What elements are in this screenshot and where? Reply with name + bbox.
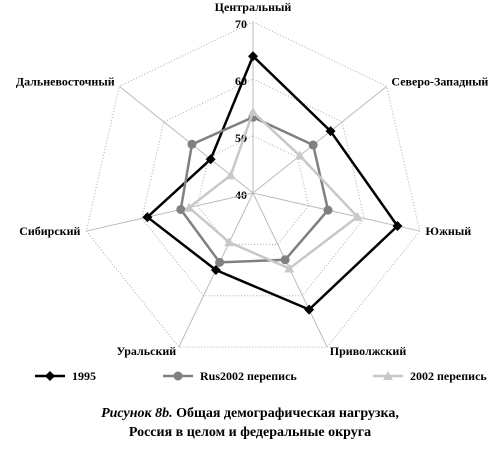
category-label: Сибирский [19, 224, 80, 238]
legend-label: 2002 перепись [410, 369, 487, 383]
category-label: Приволжский [330, 344, 407, 358]
grid-ring [196, 135, 310, 245]
data-point [304, 304, 315, 315]
data-point [224, 237, 235, 247]
series-line [187, 109, 360, 270]
data-point [142, 212, 153, 223]
series-line [145, 54, 400, 312]
category-label: Центральный [215, 0, 292, 14]
data-point [210, 265, 221, 276]
data-point [248, 107, 258, 117]
caption-text: Россия в целом и федеральные округа [129, 425, 371, 440]
legend-label: 1995 [72, 369, 96, 383]
data-point [323, 205, 333, 215]
series-line [179, 115, 330, 264]
category-label: Северо-Западный [391, 74, 488, 88]
data-point [205, 154, 216, 165]
data-point [352, 211, 363, 221]
data-point [215, 257, 225, 267]
spoke [252, 192, 420, 232]
data-point [187, 139, 197, 149]
r-tick-label: 40 [235, 188, 247, 202]
data-point [176, 204, 186, 214]
data-point [280, 255, 290, 265]
spoke [252, 85, 388, 194]
legend-marker [173, 371, 183, 381]
data-point [248, 51, 258, 62]
r-tick-label: 70 [235, 17, 247, 31]
caption-line: Рисунок 8b. Общая демографическая нагруз… [101, 406, 399, 421]
data-point [284, 263, 295, 273]
data-point [184, 202, 195, 212]
data-point [308, 140, 318, 150]
category-label: Уральский [116, 344, 176, 358]
legend-label: Rus2002 перепись [200, 369, 297, 383]
spoke [86, 192, 254, 232]
legend-marker [383, 371, 393, 380]
grid-ring [85, 21, 421, 348]
caption-label: Рисунок 8b. [101, 406, 173, 421]
data-point [225, 170, 236, 180]
legend-marker [45, 371, 55, 381]
category-label: Дальневосточный [16, 74, 115, 88]
data-point [294, 150, 305, 160]
caption-text: Общая демографическая нагрузка, [176, 406, 399, 421]
data-point [325, 126, 336, 137]
data-point [392, 220, 403, 231]
category-label: Южный [426, 224, 472, 238]
